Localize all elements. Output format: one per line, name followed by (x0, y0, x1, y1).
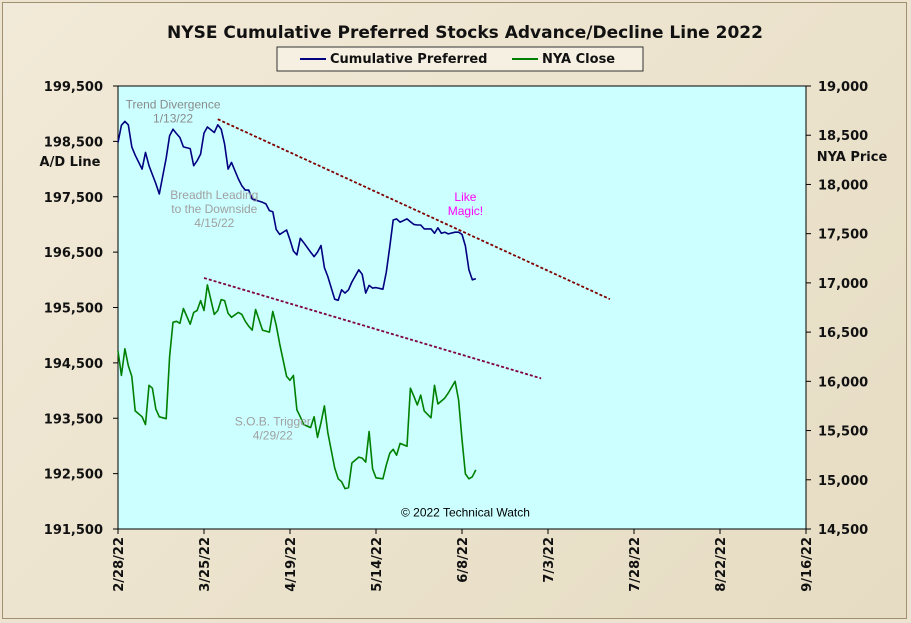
annotation-text: Like (454, 190, 476, 204)
annotation-text: to the Downside (171, 202, 257, 216)
right-axis-title: NYA Price (817, 150, 888, 165)
plot-area (117, 85, 807, 530)
right-tick-label: 18,000 (818, 178, 868, 193)
trendline-2 (203, 277, 542, 380)
left-tick-label: 193,500 (44, 412, 103, 427)
x-tick-label: 5/14/22 (370, 537, 385, 592)
right-tick-label: 17,500 (818, 228, 868, 243)
x-tick-label: 8/22/22 (714, 537, 729, 592)
legend: Cumulative Preferred NYA Close (276, 46, 644, 72)
legend-label-nya-close: NYA Close (542, 52, 615, 67)
right-tick-label: 16,000 (818, 375, 868, 390)
right-tick-label: 16,500 (818, 326, 868, 341)
trendline-1 (217, 118, 611, 301)
right-axis: 19,000 18,500 18,000 17,500 17,000 16,500 16,0… (806, 80, 868, 538)
annotation-text: Magic! (448, 204, 483, 218)
trendlines (203, 118, 611, 380)
left-tick-label: 195,500 (44, 302, 103, 317)
left-tick-label: 191,500 (44, 523, 103, 538)
x-tick-label: 9/16/22 (800, 537, 815, 592)
series-line-cumulative-preferred (117, 120, 477, 302)
right-tick-label: 17,000 (818, 277, 868, 292)
legend-label-cumulative-preferred: Cumulative Preferred (330, 52, 488, 67)
series-line-nya-close (117, 284, 477, 490)
legend-box (276, 46, 644, 72)
x-axis: 2/28/22 3/25/22 4/19/22 5/14/22 6/8/22 7/3/22… (112, 529, 815, 592)
left-tick-label: 198,500 (44, 135, 103, 150)
annotation-text: Breadth Leading (170, 188, 258, 202)
annotation-text: Trend Divergence (126, 98, 221, 112)
x-tick-label: 4/19/22 (284, 537, 299, 592)
left-tick-label: 194,500 (44, 357, 103, 372)
annotation-text: 1/13/22 (153, 112, 193, 126)
x-tick-label: 2/28/22 (112, 537, 127, 592)
right-tick-label: 15,500 (818, 425, 868, 440)
right-tick-label: 15,000 (818, 474, 868, 489)
series (117, 120, 477, 490)
x-tick-label: 7/3/22 (542, 537, 557, 583)
right-tick-label: 18,500 (818, 129, 868, 144)
right-tick-label: 14,500 (818, 523, 868, 538)
annotation-text: S.O.B. Trigger (235, 415, 311, 429)
x-tick-label: 7/28/22 (628, 537, 643, 592)
left-tick-label: 192,500 (44, 468, 103, 483)
annotation-text: 4/15/22 (194, 216, 234, 230)
x-tick-label: 3/25/22 (198, 537, 213, 592)
left-axis: 199,500 198,500 197,500 196,500 195,500 194,5… (44, 80, 118, 538)
x-tick-label: 6/8/22 (456, 537, 471, 583)
left-tick-label: 197,500 (44, 191, 103, 206)
annotation-text: 4/29/22 (253, 429, 293, 443)
chart-title: NYSE Cumulative Preferred Stocks Advance… (167, 23, 763, 43)
left-tick-label: 199,500 (44, 80, 103, 95)
right-tick-label: 19,000 (818, 80, 868, 95)
annotation-text: © 2022 Technical Watch (401, 506, 530, 520)
left-tick-label: 196,500 (44, 246, 103, 261)
left-axis-title: A/D Line (40, 155, 101, 170)
